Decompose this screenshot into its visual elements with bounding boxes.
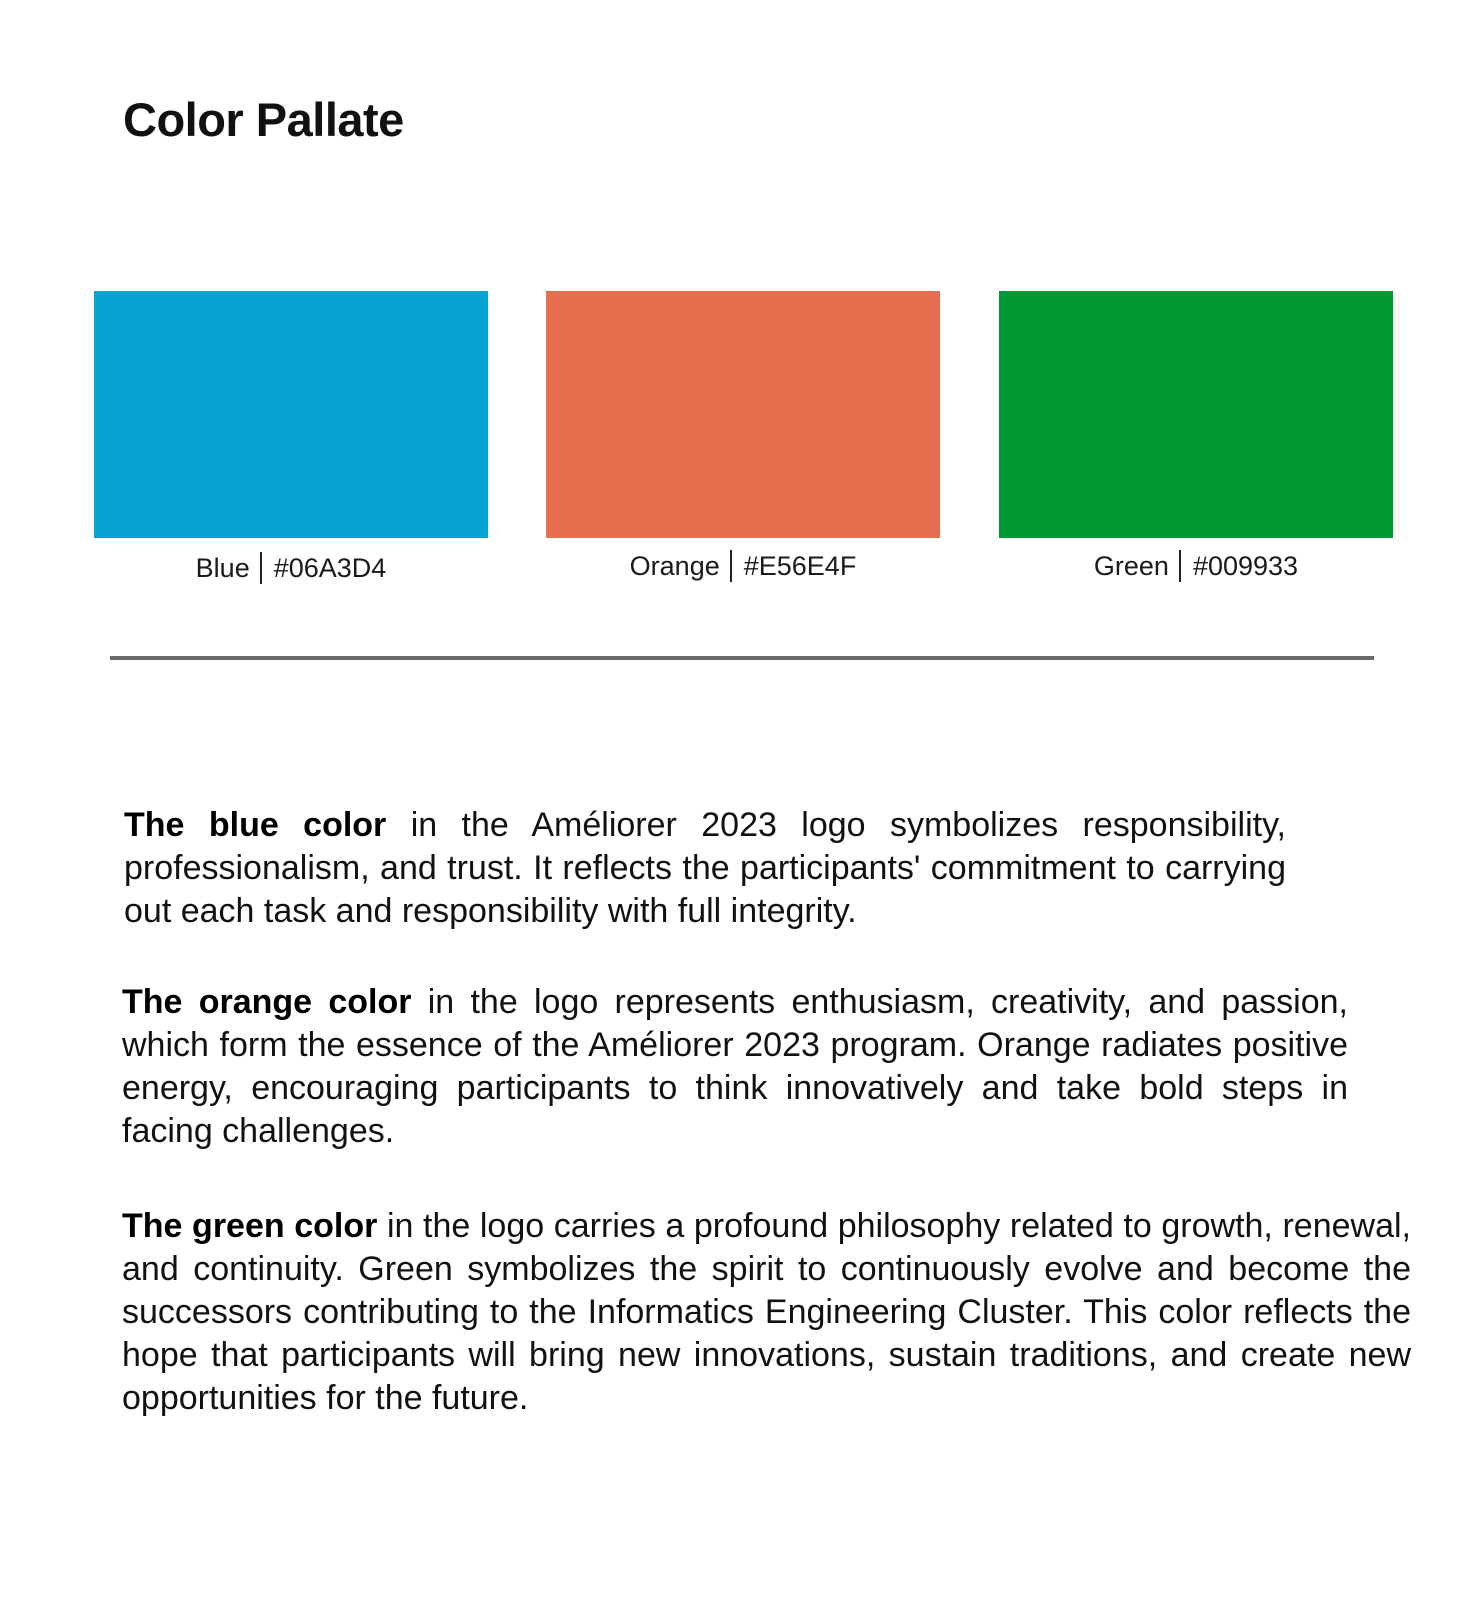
blue-swatch	[94, 291, 488, 538]
swatch-name: Orange	[629, 551, 720, 581]
swatch-hex: #009933	[1192, 551, 1299, 581]
label-separator	[1178, 549, 1181, 582]
blue-description-text: in the Améliorer 2023 logo symbolizes re…	[124, 806, 1286, 930]
green-swatch	[999, 291, 1393, 538]
orange-swatch	[546, 291, 940, 538]
label-separator	[259, 551, 262, 584]
orange-swatch-label: Orange #E56E4F	[546, 549, 940, 584]
green-description-lead: The green color	[122, 1207, 378, 1245]
blue-swatch-label: Blue #06A3D4	[94, 551, 488, 586]
blue-description-lead: The blue color	[124, 806, 387, 844]
green-description-text: in the logo carries a profound philosoph…	[122, 1207, 1411, 1417]
swatch-hex: #E56E4F	[743, 551, 857, 581]
green-description: The green color in the logo carries a pr…	[122, 1205, 1411, 1420]
orange-description: The orange color in the logo represents …	[122, 981, 1348, 1153]
swatch-hex: #06A3D4	[273, 553, 387, 583]
page-title: Color Pallate	[123, 93, 404, 146]
blue-description: The blue color in the Améliorer 2023 log…	[124, 804, 1286, 933]
orange-description-text: in the logo represents enthusiasm, creat…	[122, 983, 1348, 1150]
label-separator	[729, 549, 732, 582]
section-divider	[110, 656, 1374, 660]
orange-description-lead: The orange color	[122, 983, 412, 1021]
swatch-name: Blue	[195, 553, 250, 583]
swatch-name: Green	[1093, 551, 1169, 581]
green-swatch-label: Green #009933	[999, 549, 1393, 584]
